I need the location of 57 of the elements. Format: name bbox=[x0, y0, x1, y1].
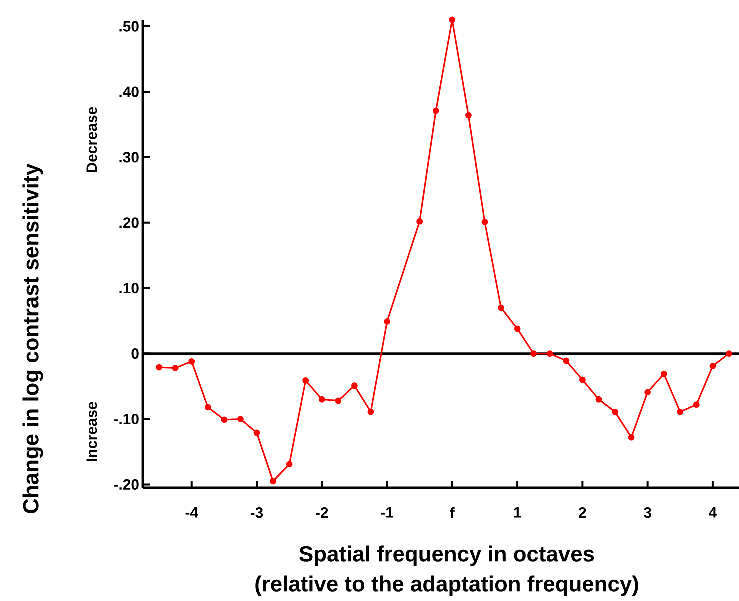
x-tick-label: 4 bbox=[709, 508, 718, 518]
point bbox=[579, 376, 586, 384]
y-tick-label: .30 bbox=[120, 152, 139, 163]
point bbox=[693, 402, 700, 408]
point bbox=[482, 219, 488, 226]
point bbox=[318, 396, 326, 403]
x-tick-label: 3 bbox=[644, 508, 652, 518]
point bbox=[172, 365, 179, 372]
text: Decrease bbox=[86, 107, 98, 172]
point bbox=[596, 396, 602, 403]
y-tick-label: .50 bbox=[120, 21, 139, 32]
point bbox=[335, 398, 342, 404]
point bbox=[204, 404, 212, 411]
point bbox=[416, 218, 424, 225]
point bbox=[254, 430, 260, 436]
point bbox=[465, 112, 472, 119]
point bbox=[628, 434, 635, 441]
text: (relative to the adaptation frequency) bbox=[256, 576, 638, 596]
x-tick-label: 2 bbox=[579, 508, 586, 518]
y-tick-label: 0 bbox=[132, 348, 139, 360]
point bbox=[612, 408, 618, 416]
point bbox=[660, 370, 668, 378]
point bbox=[530, 350, 538, 358]
y-tick-label: .20 bbox=[120, 218, 139, 228]
y-tick-label: .10 bbox=[120, 283, 139, 294]
point bbox=[644, 389, 652, 396]
point bbox=[514, 326, 521, 332]
x-tick-label: -2 bbox=[316, 508, 328, 518]
x-tick-label: -3 bbox=[250, 508, 264, 518]
point bbox=[384, 318, 390, 325]
point bbox=[449, 16, 456, 24]
point bbox=[286, 461, 293, 468]
point bbox=[710, 363, 716, 370]
point bbox=[563, 358, 570, 364]
point bbox=[677, 408, 684, 416]
point bbox=[498, 304, 504, 312]
point bbox=[302, 377, 310, 384]
text: Increase bbox=[86, 402, 98, 462]
point bbox=[270, 478, 276, 485]
y-tick-label: -.20 bbox=[114, 479, 139, 490]
y-tick-label: -.10 bbox=[114, 414, 139, 425]
y-tick-label: .40 bbox=[120, 86, 139, 98]
point bbox=[368, 408, 374, 416]
x-tick-label: 1 bbox=[514, 508, 522, 518]
point bbox=[238, 416, 244, 422]
point bbox=[546, 350, 554, 358]
y-axis-title: Change in log contrast sensitivity bbox=[22, 164, 44, 514]
point bbox=[352, 382, 358, 390]
x-tick-label: f bbox=[450, 508, 455, 518]
x-axis-title: Spatial frequency in octaves bbox=[300, 546, 594, 566]
point bbox=[432, 108, 440, 114]
point bbox=[726, 350, 732, 358]
point bbox=[156, 364, 162, 371]
x-tick-label: -4 bbox=[186, 508, 198, 518]
point bbox=[188, 358, 196, 365]
point bbox=[221, 416, 228, 424]
x-tick-label: -1 bbox=[381, 508, 394, 518]
